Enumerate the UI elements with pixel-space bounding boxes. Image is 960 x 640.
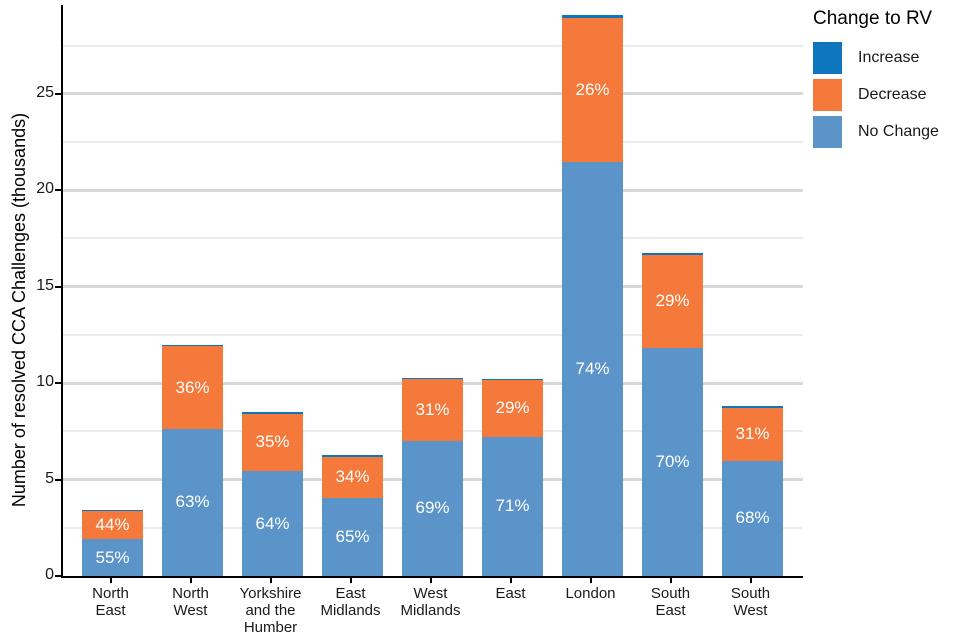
gridline-minor (63, 333, 803, 336)
legend-item-label: No Change (858, 123, 939, 140)
legend-swatch-no-change (813, 116, 842, 148)
legend-items: Increase Decrease No Change (813, 42, 939, 148)
y-tick-label: 15 (36, 276, 54, 294)
bar-percentage-label: 74% (575, 358, 610, 378)
legend-item-label: Increase (858, 49, 920, 66)
x-category-label: West Midlands (400, 585, 461, 619)
x-category-label: North East (92, 585, 129, 619)
y-tick-mark (55, 382, 61, 385)
x-category-label: South West (730, 585, 771, 619)
legend-swatch-decrease (813, 79, 842, 111)
plot-area: 55% 44% 63% 36% 64% 35% 65% 34% 69% 31% 71% 29% 74% 2… (61, 5, 803, 578)
bar-segment-decrease (722, 408, 783, 461)
bar-segment-increase (482, 379, 543, 381)
gridline-major (63, 92, 803, 96)
bar-segment-no-change (722, 460, 783, 576)
bar-segment-no-change (322, 497, 383, 576)
legend-item: Increase (813, 42, 939, 74)
x-tick-mark (189, 578, 192, 583)
gridline-minor (63, 237, 803, 240)
bar-segment-no-change (642, 347, 703, 576)
bar-percentage-label: 31% (415, 400, 450, 419)
y-tick-label: 5 (45, 469, 54, 487)
bar-percentage-label: 71% (495, 496, 530, 516)
bar-segment-increase (242, 412, 303, 414)
bar-segment-decrease (642, 255, 703, 348)
gridline-major (63, 285, 803, 289)
bar-percentage-label: 65% (335, 526, 370, 546)
legend-item: No Change (813, 116, 939, 148)
bar-segment-no-change (82, 539, 143, 576)
bar-segment-increase (562, 14, 623, 18)
y-tick-mark (55, 92, 61, 95)
bar-segment-decrease (482, 380, 543, 437)
x-tick-mark (589, 578, 592, 583)
y-tick-mark (55, 189, 61, 192)
bar-percentage-label: 64% (255, 513, 290, 533)
bar-segment-increase (402, 378, 463, 380)
x-tick-mark (749, 578, 752, 583)
x-tick-mark (509, 578, 512, 583)
bar-percentage-label: 31% (735, 424, 770, 444)
x-tick-mark (429, 578, 432, 583)
bar-segment-decrease (402, 379, 463, 441)
bar-segment-decrease (562, 17, 623, 162)
gridline-major (63, 188, 803, 192)
bar-segment-increase (82, 510, 143, 511)
bar-percentage-label: 26% (575, 79, 610, 99)
bar-percentage-label: 29% (495, 398, 530, 418)
gridline-minor (63, 140, 803, 143)
legend-swatch-increase (813, 42, 842, 74)
bar-segment-decrease (162, 346, 223, 429)
bar-segment-increase (162, 344, 223, 347)
bar-segment-no-change (162, 428, 223, 576)
bar-segment-increase (722, 406, 783, 408)
x-category-label: London (565, 585, 616, 602)
bar-segment-increase (642, 252, 703, 256)
y-tick-label: 0 (45, 566, 54, 583)
bar-percentage-label: 35% (255, 432, 290, 452)
bar-segment-decrease (242, 413, 303, 472)
bar-segment-decrease (82, 510, 143, 540)
bar-percentage-label: 63% (175, 492, 210, 512)
y-tick-label: 20 (36, 180, 54, 198)
bar-segment-increase (322, 455, 383, 457)
bar-segment-no-change (482, 436, 543, 576)
x-tick-mark (669, 578, 672, 583)
bar-percentage-label: 69% (415, 498, 450, 518)
x-tick-mark (109, 578, 112, 583)
x-category-label: East (495, 585, 526, 602)
bar-percentage-label: 29% (655, 291, 690, 311)
bar-percentage-label: 55% (95, 547, 130, 567)
bar-segment-no-change (402, 440, 463, 576)
y-tick-label: 25 (36, 83, 54, 101)
y-tick-label: 10 (36, 373, 54, 391)
bar-segment-decrease (322, 456, 383, 498)
bar-percentage-label: 68% (735, 508, 770, 528)
y-tick-mark (55, 575, 61, 577)
gridline-minor (63, 44, 803, 47)
x-category-label: Yorkshire and the Humber (239, 585, 302, 636)
x-category-label: South East (650, 585, 691, 619)
x-tick-mark (349, 578, 352, 583)
bar-percentage-label: 44% (95, 514, 130, 534)
bar-percentage-label: 70% (655, 451, 690, 471)
bar-percentage-label: 36% (175, 377, 210, 397)
legend-item: Decrease (813, 79, 939, 111)
legend-item-label: Decrease (858, 86, 927, 103)
bar-segment-no-change (242, 471, 303, 576)
bar-segment-no-change (562, 161, 623, 576)
x-category-label: North West (172, 585, 209, 619)
legend: Change to RV Increase Decrease No Change (813, 8, 939, 153)
legend-title: Change to RV (813, 8, 933, 29)
x-category-label: East Midlands (320, 585, 381, 619)
y-tick-mark (55, 478, 61, 481)
y-tick-mark (55, 285, 61, 288)
bar-percentage-label: 34% (335, 467, 370, 487)
x-tick-mark (269, 578, 272, 583)
